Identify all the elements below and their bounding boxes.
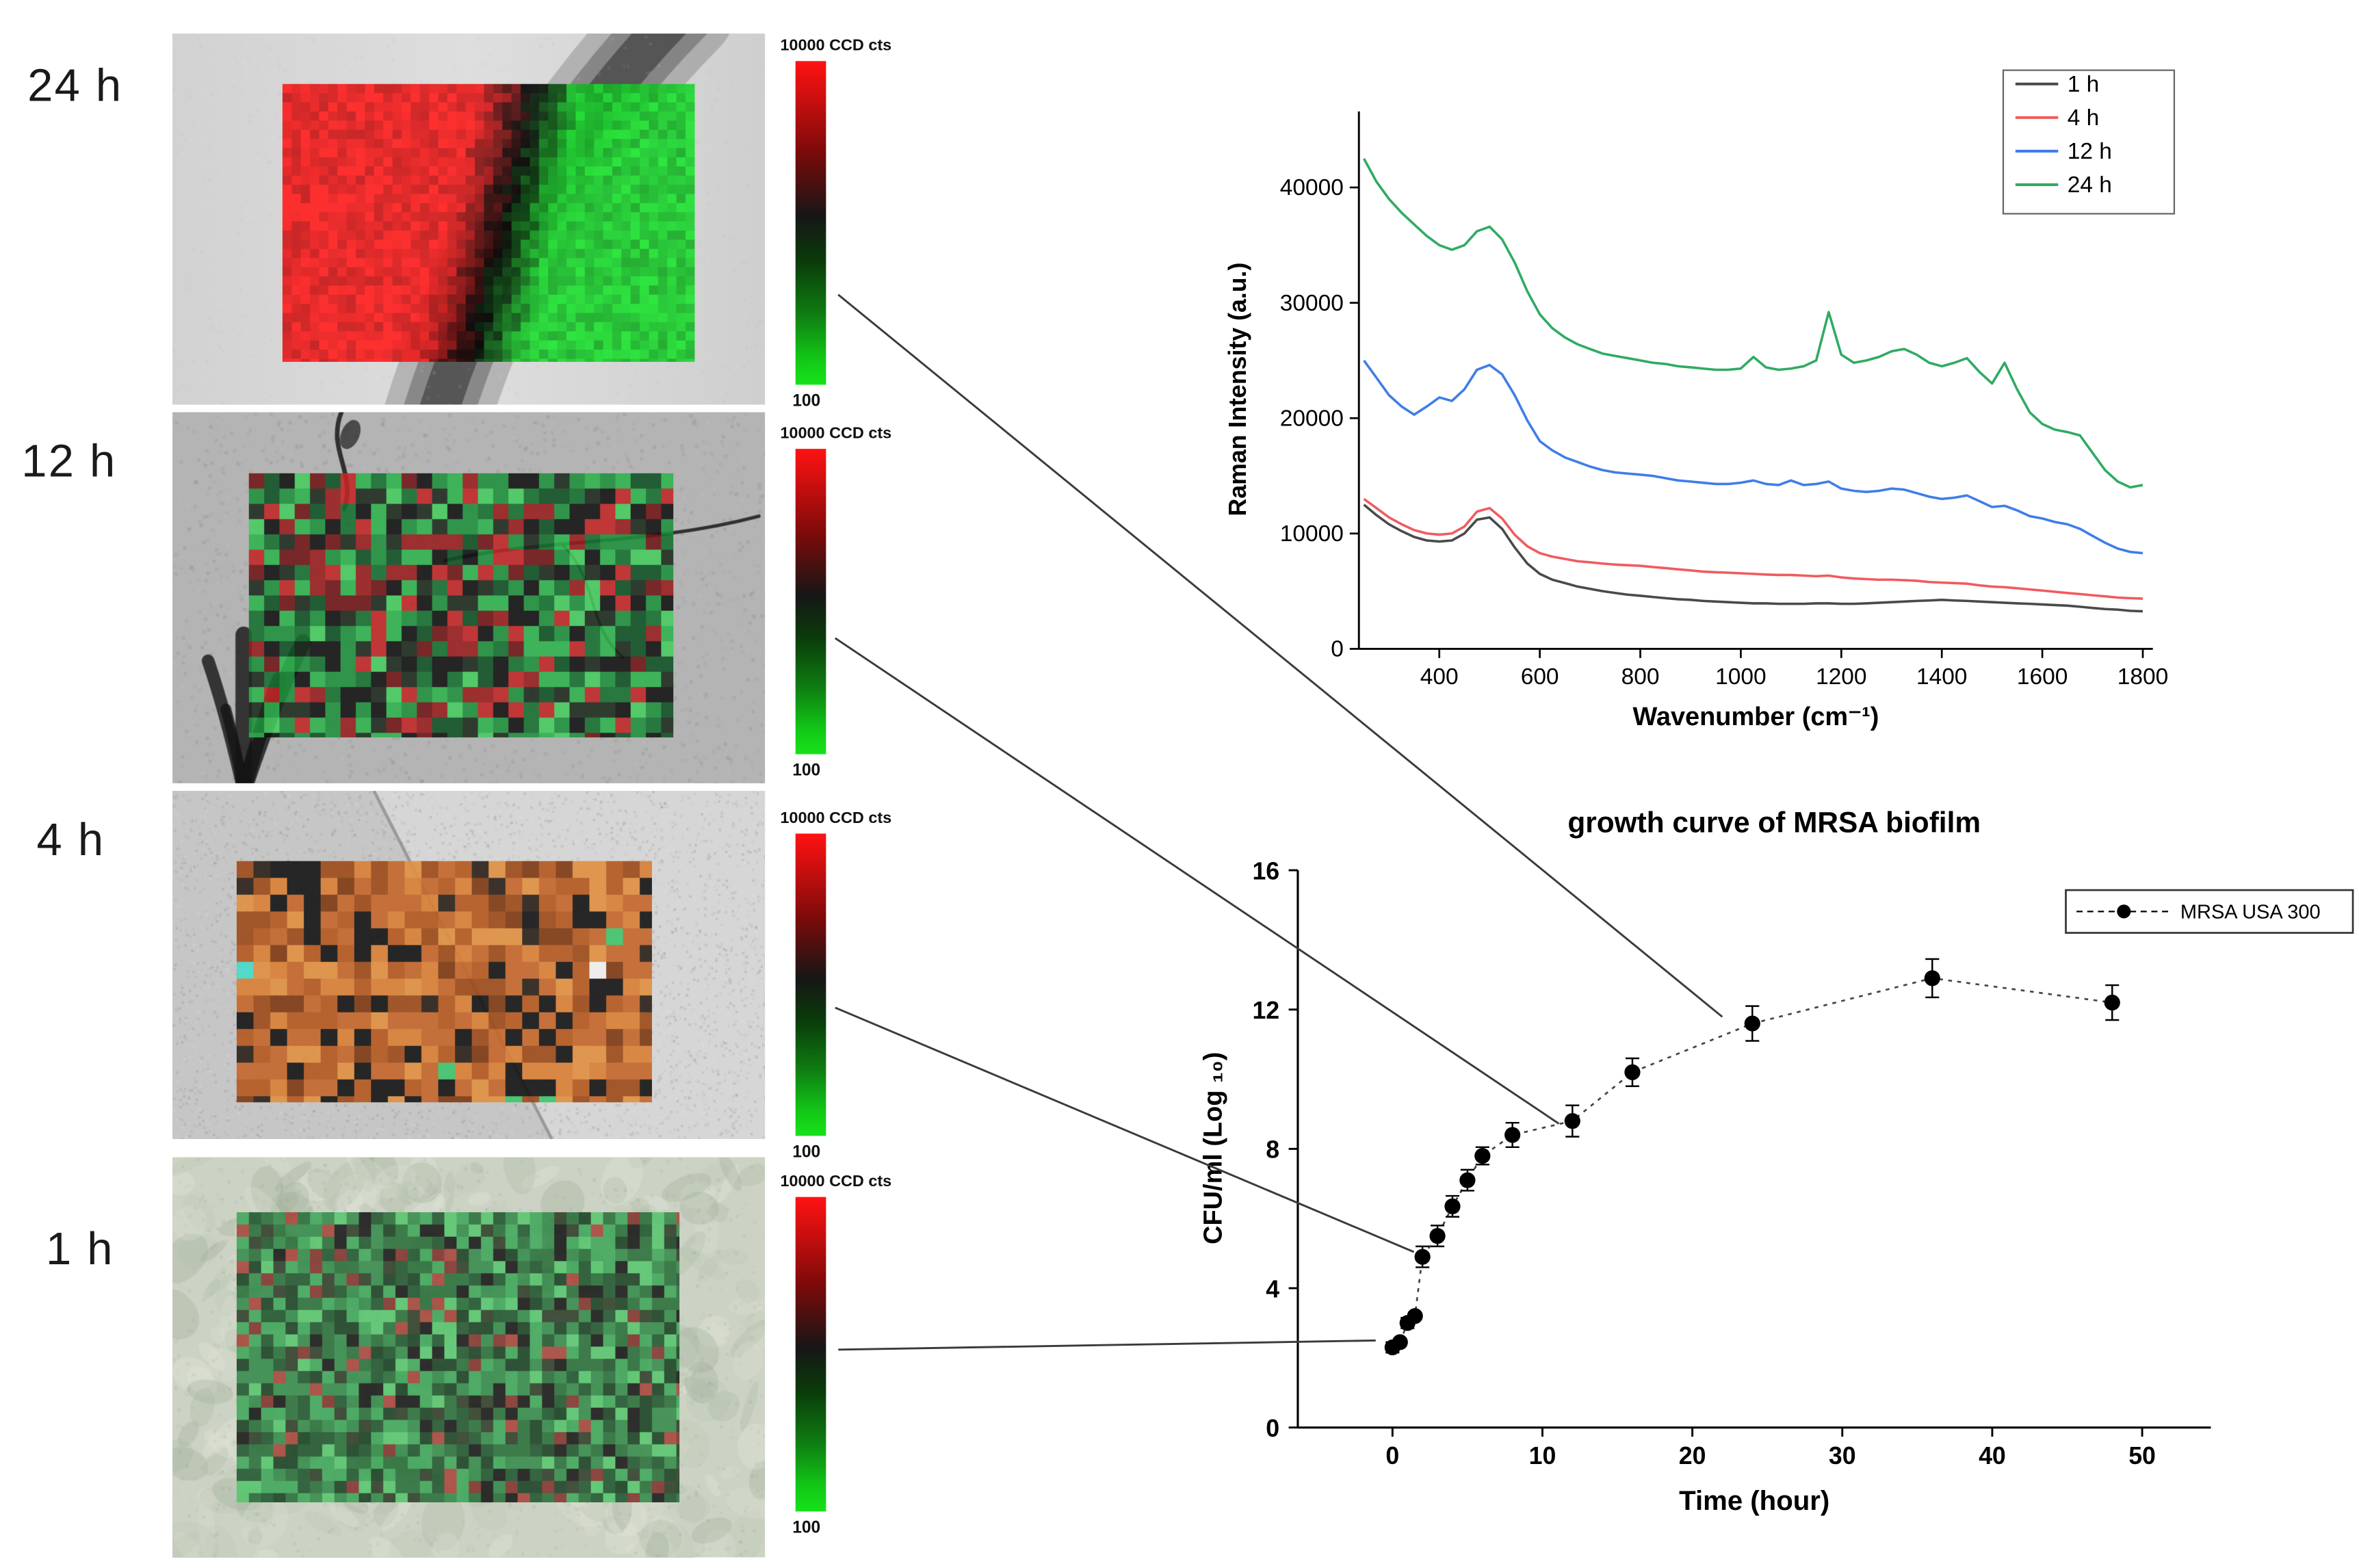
colorbar-min-label-12h: 100 <box>792 761 821 781</box>
growth-data-point <box>2104 994 2120 1011</box>
growth-data-point <box>1564 1113 1580 1129</box>
raman-xtick-label: 1800 <box>2117 664 2168 690</box>
raman-xtick-label: 600 <box>1521 664 1559 690</box>
colorbar-max-label-24h: 10000 CCD cts <box>780 36 892 55</box>
colorbar-max-label-4h: 10000 CCD cts <box>780 809 892 828</box>
growth-data-point <box>1392 1334 1408 1350</box>
raman-map-overlay-24h <box>282 83 695 362</box>
raman-map-overlay-12h <box>248 473 674 737</box>
growth-ytick-label: 8 <box>1266 1136 1279 1164</box>
growth-data-point <box>1744 1015 1760 1032</box>
growth-xtick-label: 40 <box>1979 1442 2006 1469</box>
colorbar-min-label-24h: 100 <box>792 392 821 411</box>
growth-legend-label: MRSA USA 300 <box>2180 901 2321 923</box>
growth-xtick-label: 10 <box>1529 1442 1556 1469</box>
growth-data-point <box>1624 1064 1641 1080</box>
colorbar-gradient-4h <box>795 833 826 1136</box>
raman-xtick-label: 1000 <box>1715 664 1766 690</box>
growth-xaxis-label: Time (hour) <box>1679 1485 1829 1516</box>
colorbar-gradient-1h <box>795 1197 826 1512</box>
raman-xtick-label: 1600 <box>2017 664 2068 690</box>
microscopy-photo-1h <box>172 1157 766 1558</box>
growth-ytick-label: 0 <box>1266 1415 1279 1442</box>
raman-series-24h <box>1363 158 2143 489</box>
raman-xtick-label: 800 <box>1621 664 1660 690</box>
growth-data-point <box>1414 1249 1431 1265</box>
raman-map-overlay-1h <box>236 1212 680 1502</box>
timepoint-label-1h: 1 h <box>45 1224 114 1275</box>
raman-spectra-svg: 0 10000 20000 30000 40000 400 600 800 1000 1200 14… <box>1224 69 2176 731</box>
growth-legend: MRSA USA 300 <box>2065 889 2354 934</box>
growth-series-line <box>1392 977 2113 1348</box>
colorbar-gradient-24h <box>795 61 826 385</box>
raman-ytick-label: 0 <box>1331 637 1344 662</box>
raman-legend-label: 4 h <box>2068 105 2100 131</box>
growth-xtick-label: 50 <box>2128 1442 2156 1469</box>
timepoint-label-4h: 4 h <box>36 815 105 866</box>
raman-legend-label: 24 h <box>2068 172 2112 198</box>
growth-data-point <box>1504 1127 1521 1143</box>
raman-series-12h <box>1363 359 2143 555</box>
timepoint-label-12h: 12 h <box>21 436 117 487</box>
growth-curve-svg: 0 4 8 12 16 0 10 20 30 40 50 growth curve of MRSA b… <box>1199 806 2354 1516</box>
raman-ytick-label: 10000 <box>1280 521 1344 547</box>
raman-xtick-label: 400 <box>1420 664 1459 690</box>
growth-chart-title: growth curve of MRSA biofilm <box>1567 806 1981 838</box>
raman-xtick-label: 1400 <box>1916 664 1967 690</box>
colorbar-4h: 10000 CCD cts 100 <box>780 809 926 1162</box>
colorbar-12h: 10000 CCD cts 100 <box>780 424 926 780</box>
microscopy-photo-24h <box>172 34 766 405</box>
raman-xaxis-label: Wavenumber (cm⁻¹) <box>1632 703 1879 731</box>
growth-data-point <box>1474 1147 1491 1164</box>
raman-series-1h <box>1363 504 2143 613</box>
raman-ytick-label: 40000 <box>1280 175 1344 200</box>
raman-spectra-chart: 0 10000 20000 30000 40000 400 600 800 1000 1200 14… <box>1206 46 2214 779</box>
colorbar-max-label-12h: 10000 CCD cts <box>780 424 892 443</box>
microscopy-photo-4h <box>172 791 766 1139</box>
raman-yaxis-label: Raman Intensity (a.u.) <box>1224 263 1251 517</box>
raman-legend-label: 1 h <box>2068 72 2100 97</box>
growth-curve-chart: 0 4 8 12 16 0 10 20 30 40 50 growth curve of MRSA b… <box>1191 802 2359 1565</box>
growth-xtick-label: 20 <box>1679 1442 1706 1469</box>
growth-data-point <box>1924 970 1940 986</box>
growth-xtick-label: 30 <box>1829 1442 1856 1469</box>
growth-xtick-label: 0 <box>1385 1442 1399 1469</box>
colorbar-min-label-1h: 100 <box>792 1519 821 1538</box>
raman-ytick-label: 20000 <box>1280 406 1344 431</box>
colorbar-max-label-1h: 10000 CCD cts <box>780 1172 892 1191</box>
growth-yaxis-label: CFU/ml (Log ₁₀) <box>1199 1052 1227 1244</box>
colorbar-gradient-12h <box>795 449 826 755</box>
growth-data-point <box>1444 1198 1461 1214</box>
microscopy-photo-12h <box>172 412 766 783</box>
raman-xtick-label: 1200 <box>1816 664 1866 690</box>
growth-ytick-label: 16 <box>1252 857 1279 885</box>
growth-data-point <box>1459 1172 1476 1188</box>
raman-map-overlay-4h <box>236 861 652 1103</box>
growth-ytick-label: 4 <box>1266 1275 1279 1303</box>
growth-data-point <box>1429 1228 1446 1244</box>
timepoint-label-24h: 24 h <box>27 61 123 112</box>
raman-legend-label: 12 h <box>2068 139 2112 164</box>
colorbar-1h: 10000 CCD cts 100 <box>780 1173 926 1537</box>
colorbar-24h: 10000 CCD cts 100 <box>780 37 926 411</box>
growth-ytick-label: 12 <box>1252 997 1279 1024</box>
raman-legend: 1 h 4 h 12 h 24 h <box>2002 69 2176 215</box>
raman-ytick-label: 30000 <box>1280 291 1344 316</box>
growth-data-point <box>1407 1308 1423 1324</box>
colorbar-min-label-4h: 100 <box>792 1143 821 1162</box>
